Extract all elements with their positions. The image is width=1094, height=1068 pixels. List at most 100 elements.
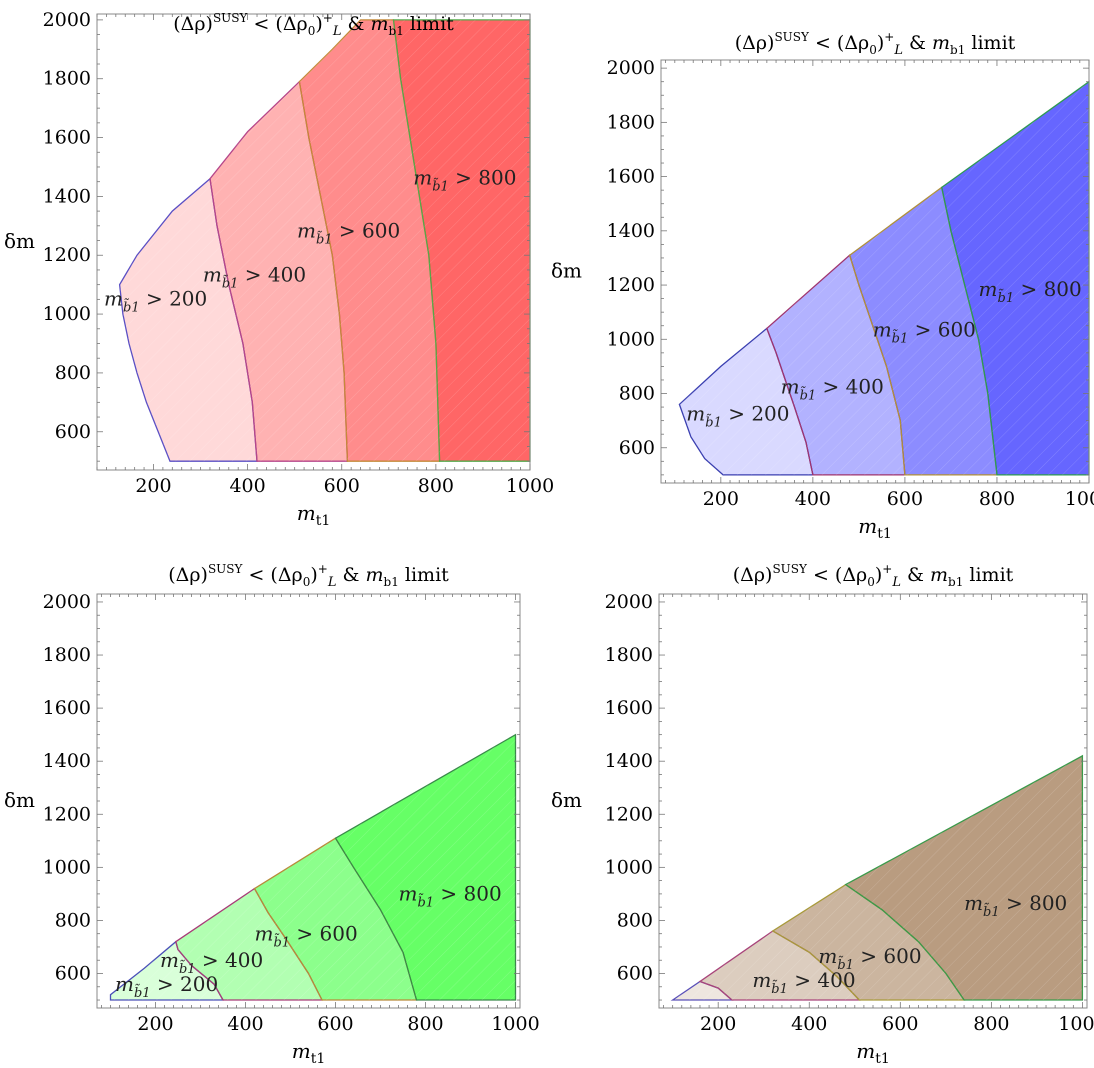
y-tick-label: 1000 <box>607 328 655 350</box>
y-tick-label: 1200 <box>43 803 91 825</box>
region-label-600: mb̃1 > 600 <box>297 219 400 248</box>
x-axis-label: mt1 <box>297 501 331 529</box>
y-tick-label: 2000 <box>43 591 91 613</box>
y-tick-label: 1200 <box>607 274 655 296</box>
y-tick-label: 1400 <box>43 750 91 772</box>
x-tick-label: 400 <box>229 475 265 497</box>
x-tick-label: 800 <box>973 1013 1009 1035</box>
y-tick-label: 1400 <box>607 220 655 242</box>
chart-title: (Δρ)SUSY < (Δρ0)+L & mb1 limit <box>168 562 449 590</box>
x-tick-label: 1000 <box>506 475 554 497</box>
x-tick-label: 1000 <box>1065 488 1094 510</box>
y-axis-label: δm <box>551 788 582 812</box>
y-tick-label: 600 <box>55 963 91 985</box>
x-axis-label: mt1 <box>292 1039 326 1067</box>
region-label-800: mb̃1 > 800 <box>413 166 516 195</box>
y-tick-label: 1600 <box>43 127 91 149</box>
y-tick-label: 1800 <box>43 644 91 666</box>
region-texture-600 <box>772 884 965 1000</box>
region-label-200: mb̃1 > 200 <box>115 972 218 1001</box>
x-tick-label: 800 <box>979 488 1015 510</box>
y-tick-label: 1000 <box>605 856 653 878</box>
chart-panel-3: 200 400 600 800 1000 600 800 1000 1200 1400 1600 18… <box>0 534 547 1068</box>
region-texture-400 <box>766 255 905 475</box>
region-texture-400 <box>700 931 860 1000</box>
x-tick-label: 800 <box>407 1013 443 1035</box>
y-tick-label: 2000 <box>605 591 653 613</box>
chart-svg-3: 200 400 600 800 1000 600 800 1000 1200 1400 1600 18… <box>4 562 540 1067</box>
chart-panel-4: 200 400 600 800 1000 600 800 1000 1200 1400 1600 18… <box>547 534 1094 1068</box>
y-tick-label: 1600 <box>607 166 655 188</box>
region-texture-200 <box>679 328 813 475</box>
chart-svg-2: 200 400 600 800 1000 600 800 1000 1200 1400 1600 18… <box>551 30 1094 542</box>
x-tick-label: 200 <box>703 488 739 510</box>
chart-panel-2: 200 400 600 800 1000 600 800 1000 1200 1400 1600 18… <box>547 0 1094 542</box>
y-tick-label: 1000 <box>43 303 91 325</box>
x-tick-label: 800 <box>418 475 454 497</box>
y-tick-label: 2000 <box>607 57 655 79</box>
x-tick-label: 1000 <box>491 1013 539 1035</box>
x-tick-label: 200 <box>135 475 171 497</box>
y-tick-label: 1800 <box>607 111 655 133</box>
y-tick-label: 1400 <box>605 750 653 772</box>
y-tick-label: 1600 <box>43 697 91 719</box>
chart-title: (Δρ)SUSY < (Δρ0)+L & mb1 limit <box>173 11 454 39</box>
x-tick-label: 600 <box>882 1013 918 1035</box>
x-axis-label: mt1 <box>856 1039 890 1067</box>
region-label-200: mb̃1 > 200 <box>686 402 789 431</box>
region-label-400: mb̃1 > 400 <box>752 968 855 997</box>
region-texture-200 <box>110 941 223 1000</box>
chart-svg-1: 200 400 600 800 1000 600 800 1000 1200 1400 1600 18… <box>4 9 554 529</box>
x-tick-label: 600 <box>887 488 923 510</box>
region-texture-600 <box>849 187 997 475</box>
y-tick-label: 600 <box>55 421 91 443</box>
x-tick-label: 600 <box>324 475 360 497</box>
y-tick-label: 600 <box>617 963 653 985</box>
region-label-400: mb̃1 > 400 <box>203 263 306 292</box>
y-tick-label: 800 <box>619 383 655 405</box>
y-tick-label: 2000 <box>43 9 91 31</box>
chart-title: (Δρ)SUSY < (Δρ0)+L & mb1 limit <box>733 562 1014 590</box>
y-tick-label: 800 <box>617 909 653 931</box>
region-texture-800 <box>335 734 516 1000</box>
chart-svg-4: 200 400 600 800 1000 600 800 1000 1200 1400 1600 18… <box>551 562 1094 1067</box>
region-label-800: mb̃1 > 800 <box>964 891 1067 920</box>
region-label-200: mb̃1 > 200 <box>104 286 207 315</box>
x-tick-label: 400 <box>795 488 831 510</box>
y-axis-label: δm <box>4 788 35 812</box>
region-texture-400 <box>175 888 322 1000</box>
region-texture-800 <box>393 19 530 462</box>
y-tick-label: 1800 <box>43 68 91 90</box>
x-tick-label: 600 <box>317 1013 353 1035</box>
region-texture-600 <box>299 19 440 462</box>
region-label-400: mb̃1 > 400 <box>781 375 884 404</box>
x-tick-label: 1000 <box>1058 1013 1094 1035</box>
x-tick-label: 400 <box>227 1013 263 1035</box>
y-tick-label: 800 <box>55 909 91 931</box>
region-texture-200 <box>119 178 257 462</box>
chart-title: (Δρ)SUSY < (Δρ0)+L & mb1 limit <box>735 30 1016 58</box>
chart-panel-1: 200 400 600 800 1000 600 800 1000 1200 1400 1600 18… <box>0 0 554 534</box>
region-label-600: mb̃1 > 600 <box>818 944 921 973</box>
x-tick-label: 200 <box>700 1013 736 1035</box>
y-tick-label: 800 <box>55 362 91 384</box>
y-tick-label: 1600 <box>605 697 653 719</box>
y-tick-label: 1200 <box>605 803 653 825</box>
region-label-800: mb̃1 > 800 <box>399 882 502 911</box>
x-axis-label: mt1 <box>858 514 892 542</box>
region-texture-800 <box>941 81 1089 475</box>
y-tick-label: 600 <box>619 437 655 459</box>
region-texture-600 <box>254 838 417 1000</box>
region-label-400: mb̃1 > 400 <box>160 948 263 977</box>
region-label-600: mb̃1 > 600 <box>873 318 976 347</box>
y-tick-label: 1200 <box>43 244 91 266</box>
region-texture-800 <box>845 755 1083 1000</box>
region-label-800: mb̃1 > 800 <box>979 277 1082 306</box>
y-tick-label: 1400 <box>43 185 91 207</box>
y-axis-label: δm <box>551 259 582 283</box>
x-tick-label: 400 <box>791 1013 827 1035</box>
region-texture-400 <box>210 81 348 462</box>
y-tick-label: 1800 <box>605 644 653 666</box>
y-axis-label: δm <box>4 229 35 253</box>
region-texture-200 <box>672 981 732 1000</box>
